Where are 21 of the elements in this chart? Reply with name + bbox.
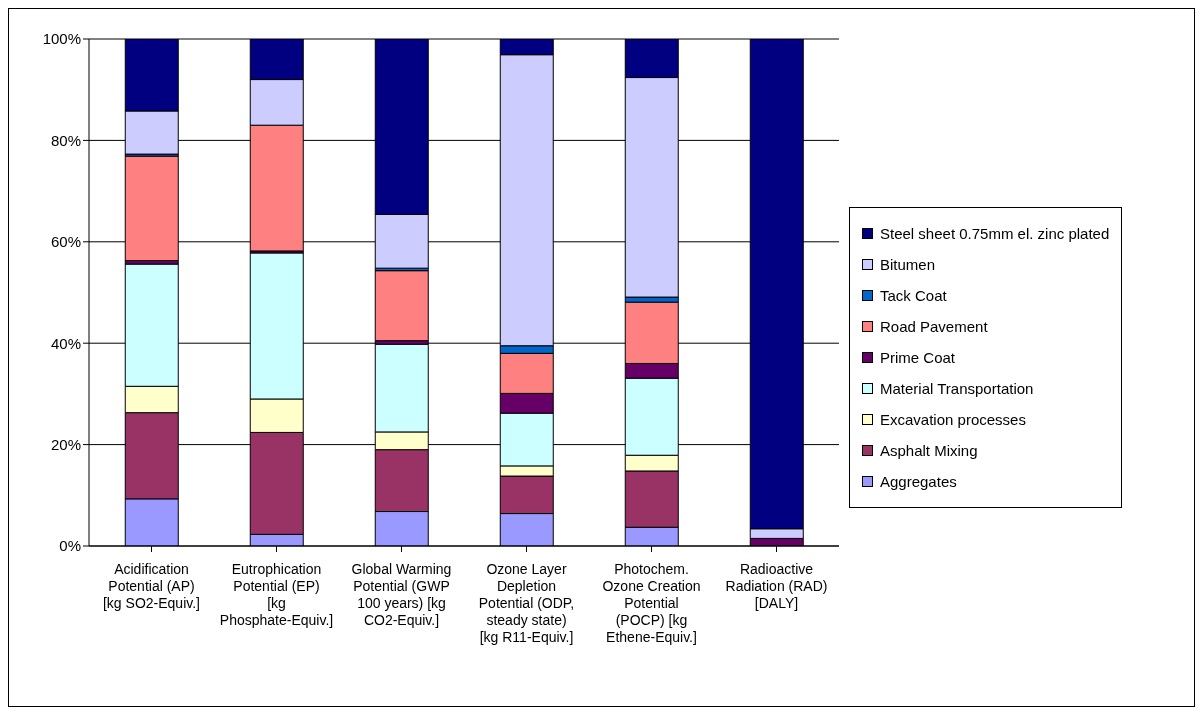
y-tick-label: 100% <box>42 30 81 48</box>
legend-label: Road Pavement <box>880 318 988 335</box>
legend-label: Steel sheet 0.75mm el. zinc plated <box>880 225 1110 242</box>
legend-label: Asphalt Mixing <box>880 442 978 459</box>
legend-label: Material Transportation <box>880 380 1034 397</box>
legend-label: Bitumen <box>880 256 936 273</box>
legend-label: Prime Coat <box>880 349 956 366</box>
x-tick-label: Ozone Layer Depletion Potential (ODP, steady state) [kg R11-Equiv.] <box>478 561 575 645</box>
y-tick-label: 20% <box>50 435 81 453</box>
x-tick-label: Radioactive Radiation (RAD) [DALY] <box>725 561 828 611</box>
x-tick-label: Eutrophication Potential (EP) [kg Phosphate-Equiv.] <box>219 561 334 628</box>
legend-label: Tack Coat <box>880 287 947 304</box>
x-tick-label: Global Warming Potential (GWP 100 years) [kg CO2-Equiv.] <box>351 561 452 628</box>
x-tick-label: Photochem. Ozone Creation Potential (POCP) [kg Ethene-Equiv.] <box>602 561 701 645</box>
y-tick-label: 40% <box>50 334 81 352</box>
y-tick-label: 0% <box>59 537 81 555</box>
legend-label: Aggregates <box>880 473 957 490</box>
legend-label: Excavation processes <box>880 411 1026 428</box>
y-tick-label: 80% <box>50 131 81 149</box>
x-tick-label: Acidification Potential (AP) [kg SO2-Equiv.] <box>102 561 201 611</box>
y-tick-label: 60% <box>50 233 81 251</box>
